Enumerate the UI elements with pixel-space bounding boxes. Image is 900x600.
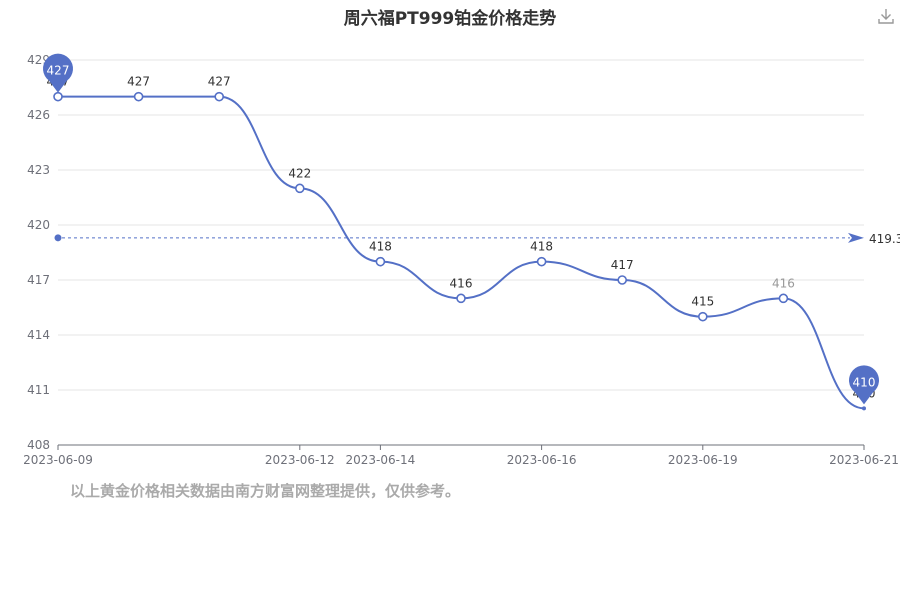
- data-label: 416: [450, 276, 473, 290]
- min-marker: 410: [849, 365, 880, 405]
- average-label: 419.3: [869, 232, 900, 246]
- data-point: [53, 91, 63, 102]
- max-marker-shape: [43, 53, 73, 93]
- data-point: [778, 293, 789, 304]
- download-icon[interactable]: [876, 6, 896, 26]
- y-tick-label: 411: [27, 383, 50, 397]
- chart-title: 周六福PT999铂金价格走势: [343, 9, 557, 29]
- data-label: 417: [611, 258, 634, 272]
- y-tick-label: 420: [27, 218, 50, 232]
- data-label: 418: [369, 240, 392, 254]
- x-tick-label: 2023-06-09: [23, 453, 93, 467]
- min-marker-label: 410: [853, 375, 876, 389]
- series-line: [58, 95, 865, 410]
- data-label: 427: [208, 75, 231, 89]
- y-tick-label: 414: [27, 328, 50, 342]
- data-point: [294, 183, 305, 194]
- average-start-dot: [54, 234, 62, 242]
- x-tick-label: 2023-06-14: [346, 453, 416, 467]
- average-line: 419.3: [54, 232, 900, 246]
- y-tick-label: 426: [27, 108, 50, 122]
- x-tick-label: 2023-06-16: [507, 453, 577, 467]
- x-tick-label: 2023-06-21: [829, 453, 899, 467]
- footnote: 以上黄金价格相关数据由南方财富网整理提供，仅供参考。: [70, 482, 461, 500]
- max-marker: 427: [43, 53, 73, 93]
- max-marker-label: 427: [47, 64, 70, 78]
- data-point: [617, 275, 628, 285]
- data-label: 427: [127, 75, 150, 89]
- data-label: 418: [530, 240, 553, 254]
- data-point: [214, 91, 224, 102]
- min-marker-shape: [849, 365, 880, 405]
- data-label: 416: [772, 276, 795, 290]
- data-point: [697, 311, 708, 322]
- x-tick-label: 2023-06-19: [668, 453, 738, 467]
- average-arrow: [848, 232, 864, 243]
- data-point: [375, 256, 386, 267]
- series-path: [58, 95, 865, 410]
- data-label: 415: [691, 295, 714, 309]
- data-point: [862, 406, 866, 411]
- extreme-markers: 427 410: [43, 53, 880, 405]
- data-point: [536, 256, 547, 267]
- y-tick-label: 408: [27, 438, 50, 452]
- y-tick-label: 423: [27, 163, 50, 177]
- data-point: [133, 91, 144, 102]
- data-label: 422: [288, 166, 311, 180]
- x-tick-label: 2023-06-12: [265, 453, 335, 467]
- data-point: [456, 293, 466, 304]
- grid-lines: [58, 59, 864, 391]
- y-tick-label: 417: [27, 273, 50, 287]
- data-points: 427427427422418416418417415416410: [47, 75, 875, 411]
